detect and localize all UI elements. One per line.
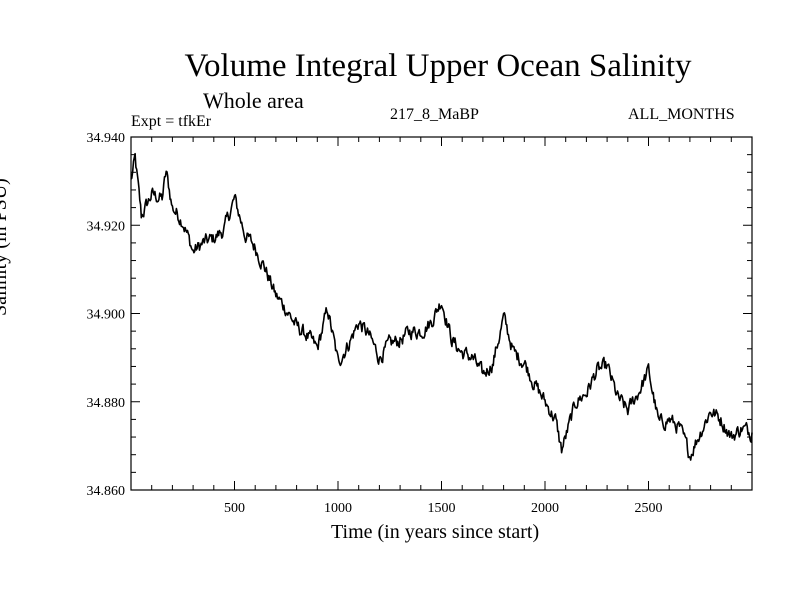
x-axis-label: Time (in years since start) — [331, 521, 540, 543]
y-tick-label: 34.880 — [87, 396, 126, 411]
months-label: ALL_MONTHS — [628, 106, 735, 123]
run-label: 217_8_MaBP — [390, 106, 479, 123]
axis-tick-labels: 500 1000 1500 2000 2500 34.860 34.880 34.900 34.… — [87, 131, 663, 516]
plot-frame — [130, 136, 753, 491]
x-tick-label: 2500 — [635, 501, 663, 516]
x-tick-label: 1500 — [428, 501, 456, 516]
y-tick-label: 34.900 — [87, 308, 126, 323]
y-tick-label: 34.940 — [87, 131, 126, 146]
experiment-label: Expt = tfkEr — [131, 113, 212, 130]
x-tick-label: 2000 — [531, 501, 559, 516]
chart-subtitle: Whole area — [203, 88, 304, 113]
axis-ticks — [131, 137, 752, 490]
x-tick-label: 500 — [224, 501, 245, 516]
x-tick-label: 1000 — [324, 501, 352, 516]
y-tick-label: 34.860 — [87, 484, 126, 499]
chart-title: Volume Integral Upper Ocean Salinity — [184, 48, 692, 84]
salinity-series-line — [130, 152, 753, 461]
y-tick-label: 34.920 — [87, 219, 126, 234]
